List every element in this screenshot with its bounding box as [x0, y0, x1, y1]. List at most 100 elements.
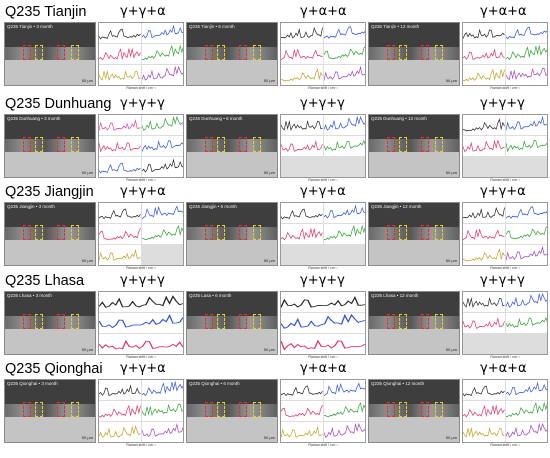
raman-spectra-grid [462, 114, 548, 178]
spectrum-line [323, 224, 365, 241]
raman-x-axis-label: Raman shift / cm⁻¹ [308, 443, 338, 447]
spectrum-line [141, 24, 183, 39]
red-marker-box [205, 45, 213, 61]
sample-panel: Q235 Dunhuang • 3 month 50 μm Raman shift … [4, 114, 184, 182]
spectrum-line [505, 26, 547, 40]
site-row: Q235 Qionghai γ+γ+α Q235 Qionghai • 3 mont… [0, 361, 550, 449]
sample-panel: Q235 Qionghai • 6 month 50 μm Raman shift … [186, 379, 366, 447]
image-caption: Q235 Tianjin • 6 month [189, 24, 235, 29]
resin-layer [5, 292, 95, 320]
raman-spectrum-plot [463, 380, 505, 400]
yellow-marker-box [71, 314, 79, 330]
spectrum-line [141, 158, 183, 173]
spectrum-line [141, 115, 183, 131]
raman-x-axis-label: Raman shift / cm⁻¹ [126, 355, 156, 359]
red-marker-box [57, 314, 65, 330]
red-marker-box [205, 314, 213, 330]
raman-spectrum-plot [141, 401, 183, 421]
red-marker-box [239, 402, 247, 418]
raman-spectrum-plot [463, 292, 505, 312]
sample-panel: Q235 Lhasa • 12 month 50 μm Raman shift / … [368, 291, 548, 359]
red-marker-box [205, 137, 213, 153]
raman-x-axis-label: Raman shift / cm⁻¹ [308, 86, 338, 90]
spectrum-line [281, 140, 323, 152]
phase-label: γ+α+α [480, 361, 527, 376]
scale-bar-label: 50 μm [263, 170, 275, 175]
raman-spectrum-plot [463, 203, 505, 223]
spectrum-line [99, 295, 183, 308]
rust-layer [369, 46, 459, 61]
rust-layer [369, 403, 459, 418]
spectrum-line [505, 381, 547, 396]
sample-panel: Q235 Qionghai • 3 month 50 μm Raman shift … [4, 379, 184, 447]
steel-layer [5, 60, 95, 85]
spectrum-line [323, 26, 365, 39]
spectrum-line [141, 380, 183, 397]
yellow-marker-box [71, 402, 79, 418]
raman-spectrum-plot [99, 136, 141, 156]
spectrum-line [281, 385, 323, 397]
rust-layer [369, 315, 459, 330]
red-marker-box [421, 225, 429, 241]
spectrum-line [505, 422, 547, 438]
raman-spectrum-plot [323, 136, 365, 156]
spectrum-line [463, 48, 505, 60]
phase-label: γ+α+α [300, 4, 347, 19]
raman-spectrum-plot [463, 313, 505, 333]
image-caption: Q235 Jiangjin • 12 month [371, 204, 422, 209]
steel-layer [187, 329, 277, 354]
raman-spectrum-plot [323, 44, 365, 64]
spectrum-line [281, 119, 323, 131]
resin-layer [187, 203, 277, 231]
raman-spectra-grid [280, 379, 366, 443]
raman-spectrum-plot [99, 157, 141, 177]
raman-spectrum-plot [463, 136, 505, 156]
site-title: Q235 Jiangjin [5, 184, 94, 200]
sem-cross-section-image: Q235 Lhasa • 12 month 50 μm [368, 291, 460, 355]
raman-spectrum-plot [463, 245, 505, 265]
spectrum-line [323, 65, 365, 81]
red-marker-box [205, 225, 213, 241]
raman-x-axis-label: Raman shift / cm⁻¹ [490, 86, 520, 90]
spectrum-line [463, 139, 505, 152]
raman-spectrum-plot [99, 245, 141, 265]
rust-layer [369, 226, 459, 241]
resin-layer [187, 292, 277, 320]
raman-spectrum-plot [99, 65, 141, 85]
raman-spectra-grid [280, 202, 366, 266]
steel-layer [5, 152, 95, 177]
phase-label: γ+γ+α [480, 184, 526, 199]
spectrum-line [141, 423, 183, 438]
raman-spectrum-plot [505, 422, 547, 442]
scale-bar-label: 50 μm [445, 170, 457, 175]
spectrum-line [323, 422, 365, 438]
spectrum-line [281, 295, 365, 308]
red-marker-box [57, 137, 65, 153]
raman-spectra-grid [462, 22, 548, 86]
site-title: Q235 Dunhuang [5, 96, 112, 112]
red-marker-box [387, 225, 395, 241]
spectrum-line [323, 45, 365, 60]
sem-cross-section-image: Q235 Dunhuang • 6 month 50 μm [186, 114, 278, 178]
yellow-marker-box [435, 314, 443, 330]
sample-panel: Q235 Dunhuang • 12 month 50 μm Raman shift… [368, 114, 548, 182]
raman-spectrum-plot [99, 313, 183, 333]
spectrum-line [505, 401, 547, 418]
spectrum-line [141, 44, 183, 61]
phase-label: γ+γ+α [300, 184, 346, 199]
sample-panel: Q235 Qionghai • 12 month 50 μm Raman shift… [368, 379, 548, 447]
red-marker-box [387, 137, 395, 153]
phase-label: γ+γ+γ [480, 96, 525, 111]
scale-bar-label: 50 μm [445, 258, 457, 263]
resin-layer [5, 115, 95, 143]
spectrum-line [463, 248, 505, 262]
spectrum-line [505, 206, 547, 219]
phase-label: γ+α+α [480, 4, 527, 19]
raman-spectrum-plot [323, 380, 365, 400]
site-row: Q235 Tianjin γ+γ+α Q235 Tianjin • 3 month 5… [0, 4, 550, 92]
resin-layer [5, 23, 95, 51]
raman-spectrum-plot [99, 44, 141, 64]
image-caption: Q235 Dunhuang • 6 month [189, 116, 243, 121]
sample-panel: Q235 Jiangjin • 12 month 50 μm Raman shift… [368, 202, 548, 270]
spectrum-line [505, 67, 547, 81]
